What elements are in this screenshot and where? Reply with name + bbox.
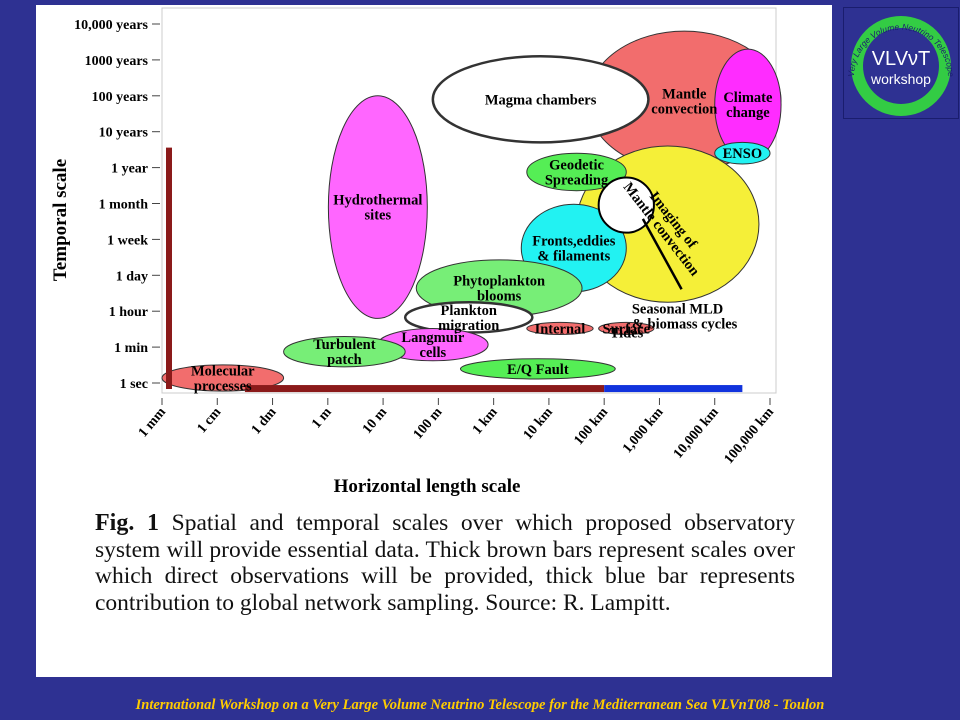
region-label-enso: ENSO [723,146,763,162]
region-molecular-processes [161,364,285,392]
annotation-pointer [641,218,683,290]
x-tick-label: 1 km [470,405,501,438]
caption-prefix: Fig. 1 [95,510,160,536]
region-label-turbulent-patch: Turbulent [313,337,375,353]
region-label-mantle-convection: Mantle [662,87,707,103]
x-tick-label: 10,000 km [671,405,722,462]
region-label-langmuir-cells: Langmuir [401,330,464,346]
logo-center [863,28,939,104]
region-e-q-fault [459,358,616,380]
y-tick-label: 1000 years [85,54,149,69]
region-label-e-q-fault: E/Q Fault [507,362,569,378]
region-label-geodetic-spreading: Spreading [545,172,609,188]
observation-bar-blue [604,385,743,393]
y-tick-label: 10 years [99,126,149,141]
region-label-langmuir-cells: cells [420,345,447,361]
logo-title: VLVνT [872,48,931,70]
x-tick-label: 1 dm [249,405,280,438]
x-tick-label: 100 m [411,405,446,443]
region-hydrothermal-sites [327,95,428,319]
annotation-text: Tides [610,326,644,342]
x-tick-label: 1 m [309,405,335,432]
y-tick-label: 1 sec [120,377,148,392]
caption-text: Spatial and temporal scales over which p… [95,510,796,616]
region-enso [714,141,771,165]
y-tick-label: 1 hour [109,305,148,320]
region-internal-tides [526,321,594,336]
region-label-climate-change: Climate [723,90,773,106]
vlvnt-logo: Very Large Volume Neutrino Telescope VLV… [843,7,959,119]
region-label-mantle-convection: convection [651,102,717,118]
plot-frame [161,7,777,394]
annotation-text: Seasonal MLD [632,301,723,317]
logo-subtitle: workshop [870,71,931,87]
x-tick-label: 10 km [521,405,556,443]
footer-title: International Workshop on a Very Large V… [135,697,825,713]
x-tick-label: 1 cm [195,405,225,437]
region-surface-tides [598,321,655,336]
region-label-molecular-processes: Molecular [191,363,255,379]
region-label-molecular-processes: processes [194,378,252,394]
region-label-plankton-migration: Plankton [441,303,497,319]
x-tick-label: 100 km [572,405,612,449]
region-label-hydrothermal-sites: sites [365,208,392,224]
region-label-surface-tides: Surface [603,321,651,337]
x-tick-label: 1,000 km [620,405,667,457]
region-turbulent-patch [283,336,406,368]
region-label-climate-change: change [726,105,770,121]
y-tick-label: 1 week [107,233,148,248]
region-label-fronts-eddies-filaments: & filaments [537,249,610,265]
x-axis-label: Horizontal length scale [334,476,521,497]
y-tick-label: 1 year [111,162,148,177]
y-tick-label: 100 years [92,90,149,105]
x-tick-label: 10 m [360,405,390,437]
region-label-magma-chambers: Magma chambers [485,92,597,108]
region-magma-chambers [431,55,650,144]
region-label-internal-tides: Internal [535,321,586,337]
region-label-fronts-eddies-filaments: Fronts,eddies [532,234,615,250]
region-geodetic-spreading [526,152,627,192]
region-label-turbulent-patch: patch [327,352,362,368]
region-label-geodetic-spreading: Geodetic [549,157,604,173]
y-axis-label: Temporal scale [50,159,71,281]
observation-bar-vertical [166,147,172,389]
x-tick-label: 1 mm [136,405,169,441]
y-tick-label: 10,000 years [74,18,148,33]
y-tick-label: 1 day [116,269,148,284]
annotation-circle [597,176,655,234]
region-label-phytoplankton-blooms: blooms [477,289,522,305]
region-label-hydrothermal-sites: Hydrothermal [333,193,422,209]
x-tick-label: 100,000 km [722,405,778,467]
figure-caption: Fig. 1 Spatial and temporal scales over … [95,510,795,616]
y-tick-label: 1 month [99,198,149,213]
region-label-plankton-migration: migration [438,318,499,334]
y-tick-label: 1 min [114,341,148,356]
observation-bar-horizontal [244,385,605,393]
annotation-text: & biomass cycles [632,316,738,332]
region-label-phytoplankton-blooms: Phytoplankton [453,274,545,290]
